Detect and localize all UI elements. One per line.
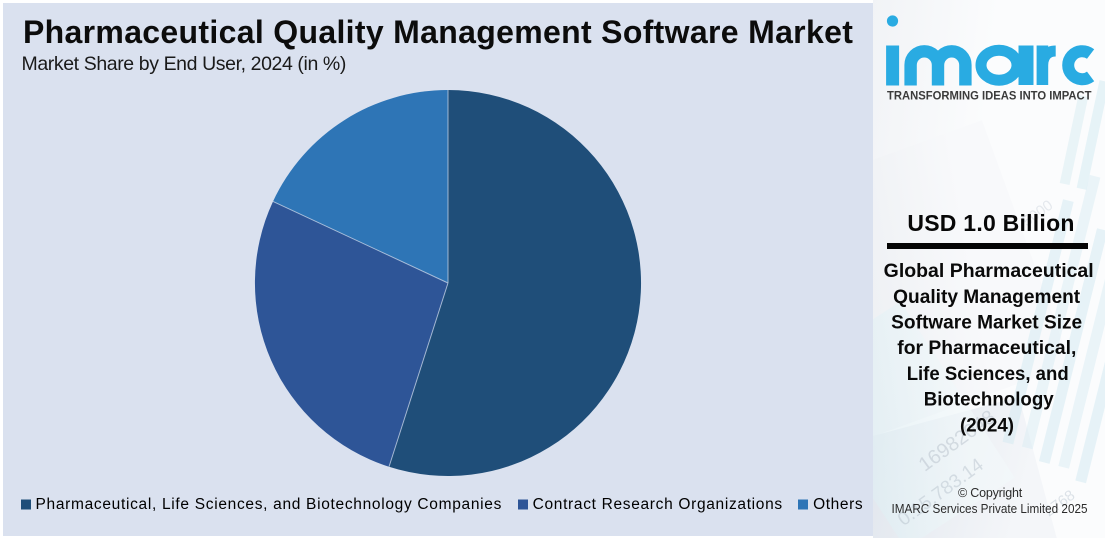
svg-text:Quality Management: Quality Management (893, 287, 1081, 308)
svg-text:(2024): (2024) (960, 415, 1014, 436)
svg-text:IMARC Services Private Limited: IMARC Services Private Limited 2025 (892, 501, 1088, 516)
svg-text:for Pharmaceutical,: for Pharmaceutical, (897, 338, 1076, 359)
svg-text:Global Pharmaceutical: Global Pharmaceutical (884, 261, 1094, 282)
svg-text:TRANSFORMING IDEAS INTO IMPACT: TRANSFORMING IDEAS INTO IMPACT (887, 91, 1092, 103)
svg-text:© Copyright: © Copyright (958, 486, 1023, 500)
svg-text:Software Market Size: Software Market Size (891, 313, 1082, 334)
svg-text:USD 1.0 Billion: USD 1.0 Billion (907, 210, 1074, 236)
svg-text:Biotechnology: Biotechnology (924, 390, 1054, 411)
svg-text:Life Sciences, and: Life Sciences, and (907, 364, 1069, 385)
